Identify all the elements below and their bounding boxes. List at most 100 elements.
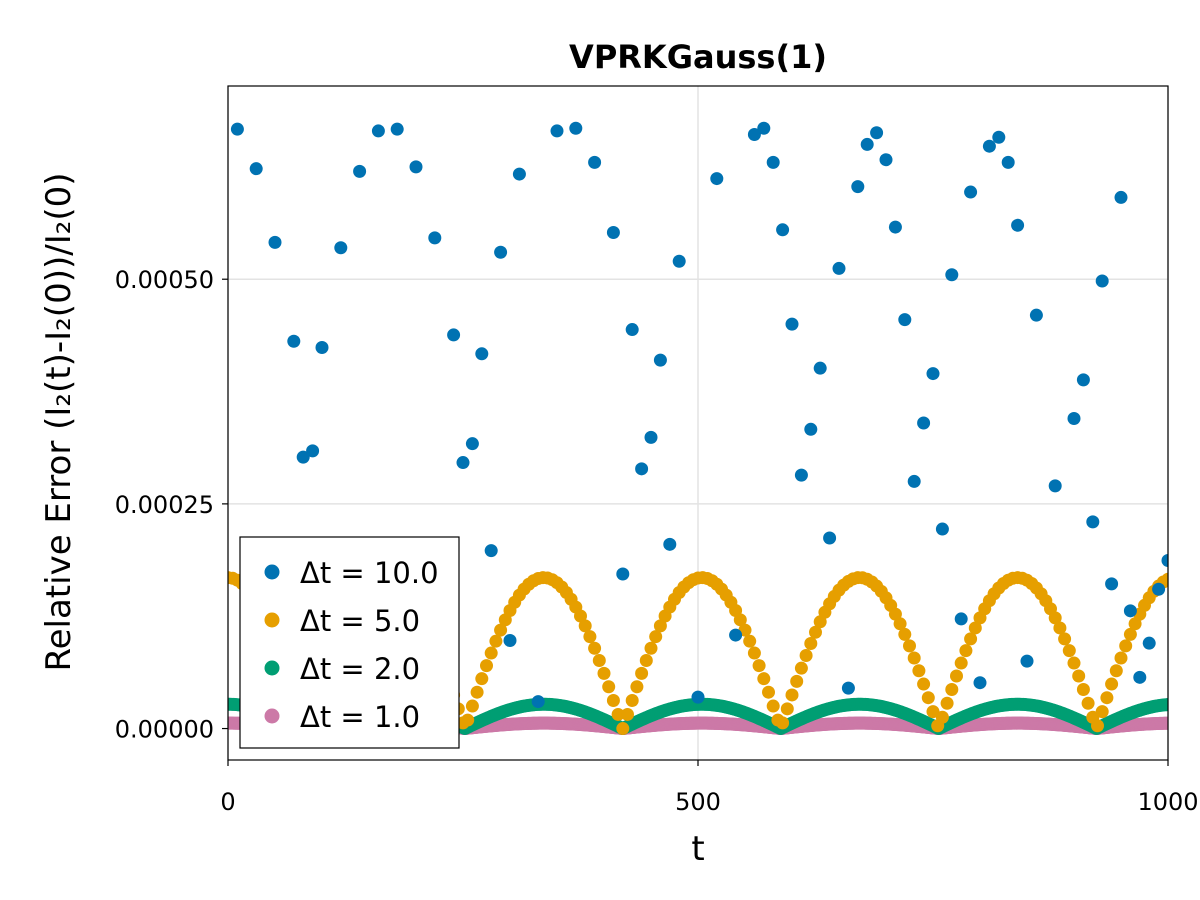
data-point xyxy=(954,656,968,670)
data-point xyxy=(480,659,493,673)
data-point xyxy=(1095,705,1109,719)
data-point xyxy=(776,716,790,730)
data-point xyxy=(550,124,564,138)
data-point xyxy=(898,627,912,641)
data-point xyxy=(1095,274,1109,288)
data-point xyxy=(428,231,442,245)
legend-marker xyxy=(264,708,280,724)
data-point xyxy=(1161,698,1168,712)
data-point xyxy=(1161,716,1168,730)
data-point xyxy=(569,121,583,135)
data-point xyxy=(917,677,931,691)
data-point xyxy=(1161,553,1168,567)
data-point xyxy=(475,347,489,361)
data-point xyxy=(583,630,597,644)
data-point xyxy=(475,672,489,686)
data-point xyxy=(1072,669,1086,683)
data-point xyxy=(484,544,498,558)
data-point xyxy=(512,167,526,181)
data-point xyxy=(1109,664,1123,678)
data-point xyxy=(964,185,978,199)
data-point xyxy=(1152,582,1166,596)
data-point xyxy=(447,328,461,342)
data-point xyxy=(888,607,902,621)
data-point xyxy=(1114,190,1128,204)
data-point xyxy=(249,162,263,176)
data-point xyxy=(794,661,808,675)
data-point xyxy=(959,644,973,658)
legend-label: Δt = 1.0 xyxy=(300,700,420,734)
data-point xyxy=(653,353,667,367)
data-point xyxy=(494,245,508,259)
data-point xyxy=(663,537,677,551)
data-point xyxy=(766,699,780,713)
data-point xyxy=(635,462,649,476)
data-point xyxy=(268,235,282,249)
data-point xyxy=(621,707,634,721)
legend-marker xyxy=(264,612,280,628)
data-point xyxy=(616,722,630,736)
legend-label: Δt = 5.0 xyxy=(300,604,420,638)
data-point xyxy=(1091,719,1104,733)
data-point xyxy=(743,634,757,648)
data-point xyxy=(1053,621,1067,635)
data-point xyxy=(649,630,663,644)
data-point xyxy=(230,122,244,136)
data-point xyxy=(489,634,503,648)
data-point xyxy=(799,649,813,663)
data-point xyxy=(710,172,724,186)
data-point xyxy=(625,323,639,337)
data-point xyxy=(804,636,818,650)
data-point xyxy=(390,122,404,136)
data-point xyxy=(776,223,790,237)
data-point xyxy=(780,702,794,716)
data-point xyxy=(898,313,912,327)
data-point xyxy=(296,450,310,464)
data-point xyxy=(935,522,949,536)
data-point xyxy=(964,632,978,646)
data-point xyxy=(1067,656,1081,670)
data-point xyxy=(672,254,686,268)
data-point xyxy=(813,361,827,375)
data-point xyxy=(371,124,385,138)
data-point xyxy=(841,681,855,695)
data-point xyxy=(588,641,602,655)
data-point xyxy=(503,633,517,647)
data-point xyxy=(597,666,611,680)
data-point xyxy=(635,666,649,680)
chart-title: VPRKGauss(1) xyxy=(569,38,827,76)
data-point xyxy=(1020,654,1034,668)
data-point xyxy=(823,531,837,545)
data-point xyxy=(973,676,987,690)
data-point xyxy=(832,261,846,275)
data-point xyxy=(1128,617,1142,631)
legend-marker xyxy=(264,660,280,676)
axis-ticks: 0 500 1000 0.00000 0.00025 0.00050 xyxy=(115,266,1199,816)
data-point xyxy=(1048,611,1062,625)
y-tick-label: 0.00025 xyxy=(115,491,214,519)
data-point xyxy=(531,695,545,709)
data-point xyxy=(1076,373,1090,387)
data-point xyxy=(606,225,620,239)
data-point xyxy=(578,619,592,633)
data-point xyxy=(611,707,625,721)
data-point xyxy=(630,680,644,694)
data-point xyxy=(992,130,1006,144)
data-point xyxy=(926,705,940,719)
series--t-10-0 xyxy=(230,121,1168,709)
data-point xyxy=(785,688,799,702)
data-point xyxy=(888,220,902,234)
data-point xyxy=(917,416,931,430)
data-point xyxy=(945,682,959,696)
legend: Δt = 10.0 Δt = 5.0 Δt = 2.0 Δt = 1.0 xyxy=(239,536,460,749)
data-point xyxy=(1058,632,1072,646)
data-point xyxy=(785,317,799,331)
data-point xyxy=(465,699,479,713)
data-point xyxy=(1062,644,1076,658)
data-point xyxy=(1123,627,1137,641)
data-point xyxy=(729,628,743,642)
data-point xyxy=(1029,308,1043,322)
data-point xyxy=(1086,515,1100,529)
data-point xyxy=(766,155,780,169)
